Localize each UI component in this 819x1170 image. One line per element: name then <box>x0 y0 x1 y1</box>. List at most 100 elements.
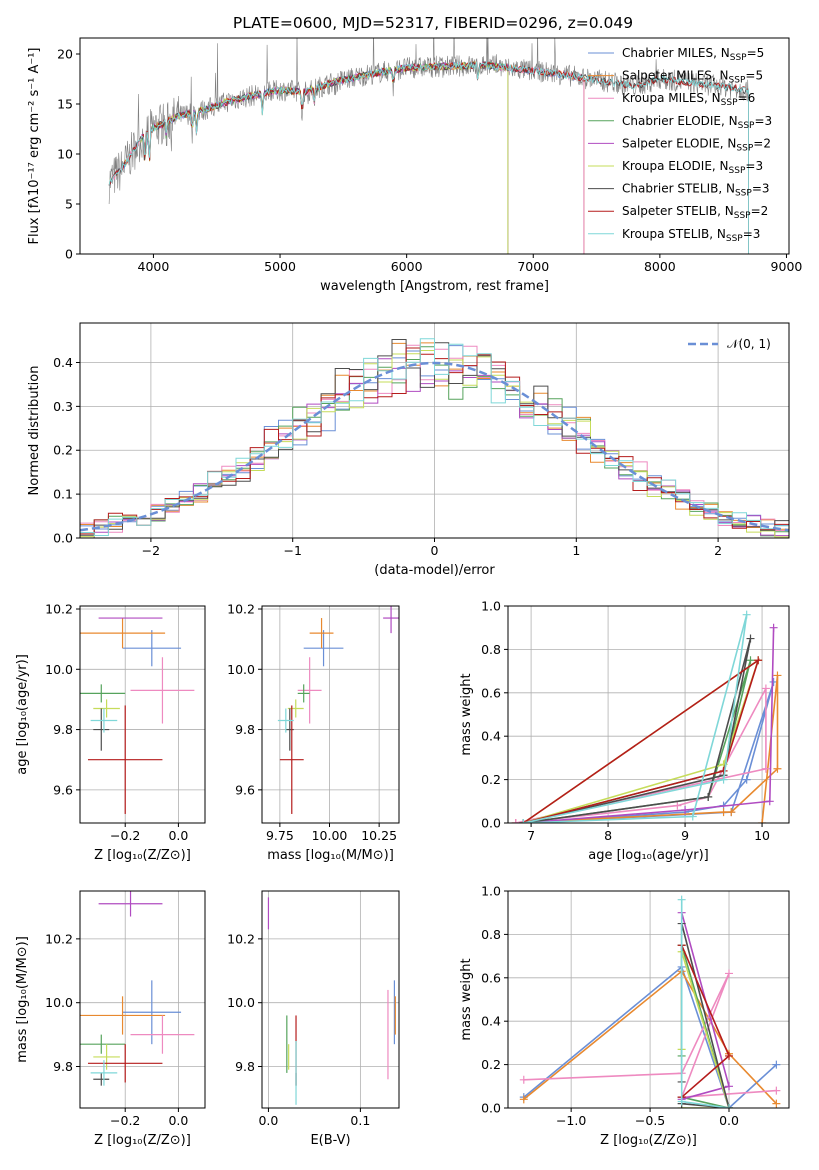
axes-weight_vs_Z: −1.0 −0.5 0.0 0.0 0.2 0.4 0.6 0.8 1.0 Z [log₁₀(Z/… <box>459 884 790 1148</box>
marker <box>719 766 728 775</box>
x-tick-label: 9 <box>681 828 689 843</box>
y-tick-label: 1.0 <box>481 884 501 899</box>
marker <box>761 684 770 693</box>
y-tick-label: 0.1 <box>53 487 73 502</box>
x-tick-label: 7 <box>527 828 535 843</box>
mass-weight-series-0 <box>523 681 775 823</box>
axes-age_vs_mass: 9.75 10.00 10.25 9.6 9.8 10.0 10.2 mass [log₁₀(… <box>227 602 400 863</box>
y-tick-label: 0.6 <box>481 970 501 985</box>
legend-label-name: Kroupa STELIB, N <box>622 227 726 241</box>
legend-label-name: Kroupa MILES, N <box>622 91 721 105</box>
legend-label-sub: SSP <box>729 166 746 176</box>
y-tick-label: 0.0 <box>481 816 501 831</box>
legend-label-value: =3 <box>752 182 770 196</box>
x-tick-label: 0.0 <box>719 1113 739 1128</box>
y-axis-label: age [log₁₀(age/yr)] <box>15 654 30 775</box>
marker <box>746 656 755 665</box>
x-tick-label: −1.0 <box>556 1113 586 1128</box>
marker <box>511 819 520 823</box>
mass-weight-series-4 <box>523 627 775 823</box>
residual-histogram-8 <box>80 338 789 536</box>
legend-label-sub: SSP <box>730 53 747 63</box>
y-tick-label: 10.0 <box>227 662 255 677</box>
y-tick-label: 0.2 <box>53 443 73 458</box>
marker <box>725 1082 734 1091</box>
x-tick-label: 10.25 <box>361 828 397 843</box>
legend-label-value: =2 <box>751 204 769 218</box>
legend-label-sub: SSP <box>735 189 752 199</box>
x-tick-label: 2 <box>714 543 722 558</box>
legend-label: Chabrier MILES, NSSP=5 <box>622 46 764 63</box>
x-tick-label: 8000 <box>644 259 676 274</box>
plot-area <box>277 606 399 814</box>
mass-weight-series-4 <box>680 912 730 1101</box>
mass-weight-series-7 <box>522 658 760 823</box>
legend-label-name: Salpeter MILES, N <box>622 69 729 83</box>
x-axis-label: E(B-V) <box>310 1133 350 1148</box>
legend-label: Salpeter ELODIE, NSSP=2 <box>622 136 771 153</box>
axes-frame <box>507 605 790 824</box>
plot-area <box>108 38 749 254</box>
y-tick-label: 10.0 <box>45 662 73 677</box>
y-tick-label: 0.0 <box>481 1101 501 1116</box>
x-tick-label: 0.1 <box>350 1113 370 1128</box>
axes-weight_vs_age: 7 8 9 10 0.0 0.2 0.4 0.6 0.8 1.0 age [log₁₀(age/yr… <box>459 599 790 863</box>
x-tick-label: 0.0 <box>258 1113 278 1128</box>
y-tick-label: 0.4 <box>53 355 73 370</box>
marker <box>772 1060 781 1069</box>
legend-label-sub: SSP <box>738 121 755 131</box>
marker <box>688 812 697 821</box>
y-tick-label: 0 <box>65 247 73 262</box>
plot-area <box>80 338 789 538</box>
marker <box>742 610 751 619</box>
model-spectrum-line-8 <box>108 60 749 254</box>
legend-label-sub: SSP <box>736 143 753 153</box>
legend-label-value: =2 <box>753 136 771 150</box>
plot-area <box>80 891 195 1086</box>
y-tick-label: 10 <box>57 147 73 162</box>
x-tick-label: 0.0 <box>168 1113 188 1128</box>
marker <box>719 808 728 817</box>
model-spectrum-line-0 <box>108 60 585 254</box>
marker <box>772 1099 781 1108</box>
legend-label: Kroupa MILES, NSSP=6 <box>622 91 755 108</box>
observed-spectrum-line <box>108 38 749 205</box>
legend-label: Chabrier ELODIE, NSSP=3 <box>622 114 772 131</box>
x-axis-label: age [log₁₀(age/yr)] <box>588 848 709 863</box>
y-axis-label: Normed distribution <box>27 366 42 496</box>
marker <box>765 797 774 806</box>
marker <box>519 1075 528 1084</box>
y-axis-label: mass weight <box>459 673 474 755</box>
marker <box>773 671 782 680</box>
marker <box>725 1051 734 1060</box>
marker <box>769 623 778 632</box>
y-tick-label: 9.8 <box>53 1059 73 1074</box>
x-tick-label: 1 <box>572 543 580 558</box>
y-tick-label: 0.2 <box>481 1057 501 1072</box>
axes-frame <box>261 890 400 1109</box>
plot-area <box>80 617 195 814</box>
x-tick-label: 4000 <box>138 259 170 274</box>
x-tick-label: −0.5 <box>635 1113 665 1128</box>
plot-area <box>519 895 781 1108</box>
x-tick-label: −2 <box>142 543 160 558</box>
axes-frame <box>507 890 790 1109</box>
legend-label-sub: SSP <box>729 76 746 86</box>
y-tick-label: 9.8 <box>235 1059 255 1074</box>
legend-label-sub: SSP <box>721 98 738 108</box>
x-axis-label: (data-model)/error <box>374 563 495 578</box>
marker <box>519 1095 528 1104</box>
marker <box>772 1086 781 1095</box>
marker <box>742 775 751 784</box>
marker <box>677 895 686 904</box>
model-spectrum-line-1 <box>108 61 585 254</box>
y-tick-label: 10.2 <box>45 931 73 946</box>
legend-label: Salpeter STELIB, NSSP=2 <box>622 204 768 221</box>
model-spectrum-line-2 <box>108 61 585 254</box>
marker <box>719 775 728 784</box>
marker <box>758 819 767 823</box>
x-axis-label: Z [log₁₀(Z/Z⊙)] <box>600 1133 697 1148</box>
y-tick-label: 0.8 <box>481 927 501 942</box>
